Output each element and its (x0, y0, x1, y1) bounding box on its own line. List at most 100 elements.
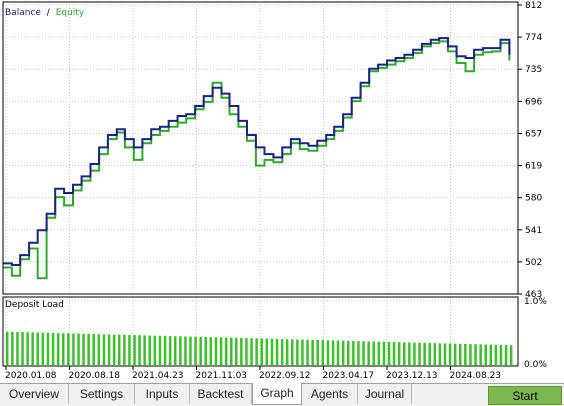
load-bar (153, 335, 157, 365)
load-bar (16, 332, 19, 365)
load-bar (265, 338, 269, 365)
load-bar (352, 341, 355, 365)
load-bar (118, 334, 121, 365)
load-bar (250, 338, 253, 365)
x-tick-label: 2021.11.03 (196, 371, 248, 381)
x-tick-label: 2023.04.17 (323, 371, 375, 381)
load-bar (423, 342, 426, 365)
tab-agents[interactable]: Agents (302, 384, 358, 404)
y-tick-label: 619 (525, 162, 542, 172)
load-bar (194, 336, 197, 365)
load-bar (204, 337, 207, 365)
load-bar (97, 334, 101, 365)
tab-overview[interactable]: Overview (0, 384, 69, 404)
tab-inputs[interactable]: Inputs (135, 384, 190, 404)
load-bar (311, 339, 314, 365)
load-bar (138, 335, 141, 365)
load-bar (158, 335, 162, 365)
start-button[interactable]: Start (488, 386, 562, 405)
load-bar (326, 340, 330, 365)
load-bar (408, 342, 411, 365)
load-bar (336, 340, 340, 365)
load-bar (245, 338, 248, 365)
load-bar (489, 344, 493, 365)
load-bar (128, 335, 131, 365)
load-bar (459, 343, 462, 365)
load-bar (291, 339, 294, 365)
y-tick-label: 774 (525, 33, 542, 43)
y-tick-label: 580 (525, 194, 542, 204)
load-bar (347, 340, 350, 365)
load-bar (433, 343, 437, 365)
load-bar (443, 343, 447, 365)
load-bar (179, 336, 182, 365)
load-bar (62, 333, 65, 365)
balance-line (3, 37, 511, 266)
y-tick-label: 463 (525, 290, 542, 300)
load-bar (82, 333, 85, 365)
chart-legend: Balance / Equity (5, 8, 85, 18)
main-panel-frame (2, 1, 519, 295)
load-bar (357, 341, 360, 365)
load-bar (484, 344, 487, 365)
load-bar (133, 335, 136, 365)
load-bar (46, 332, 50, 365)
load-bar (296, 339, 299, 365)
load-bar (224, 337, 228, 365)
load-bar (494, 344, 498, 365)
load-bar (316, 340, 319, 365)
y-tick-label: 812 (525, 1, 542, 11)
load-bar (56, 333, 60, 365)
load-bar (102, 334, 106, 365)
load-bar (321, 340, 325, 365)
load-bar (26, 332, 29, 365)
load-bar (260, 338, 263, 365)
balance-equity-panel: 812 774 735 696 657 619 580 541 502 463 (2, 1, 542, 300)
x-tick-label: 2023.12.13 (386, 371, 438, 381)
load-bar (143, 335, 146, 365)
load-bar (464, 343, 467, 365)
load-bar (285, 339, 289, 365)
load-bar (51, 332, 55, 365)
load-bar (219, 337, 223, 365)
tab-journal[interactable]: Journal (358, 384, 412, 404)
load-bar (499, 344, 503, 365)
load-bar (479, 344, 482, 365)
load-bar (123, 334, 126, 365)
load-bar (331, 340, 335, 365)
x-tick-label: 2020.08.18 (69, 371, 121, 381)
load-bar (199, 336, 202, 365)
load-bar (6, 331, 9, 365)
load-bar (112, 334, 116, 365)
load-bar (92, 334, 95, 365)
load-bar (428, 343, 431, 365)
tab-settings[interactable]: Settings (69, 384, 135, 404)
load-bar (67, 333, 70, 365)
legend-equity: Equity (56, 8, 85, 18)
x-tick-label: 2021.04.23 (132, 371, 184, 381)
load-bar (301, 339, 304, 365)
x-tick-label: 2020.01.08 (5, 371, 57, 381)
deposit-load-label: Deposit Load (5, 300, 64, 310)
tab-backtest[interactable]: Backtest (190, 384, 252, 404)
load-bar (31, 332, 34, 365)
load-bar (438, 343, 442, 365)
load-bar (509, 345, 513, 365)
load-bar (382, 341, 386, 365)
load-bar (235, 337, 238, 365)
load-bar (413, 342, 416, 365)
load-bar (21, 332, 24, 365)
load-bar (469, 344, 472, 365)
tab-graph[interactable]: Graph (252, 383, 302, 405)
load-bar (11, 331, 14, 365)
x-tick-label: 2024.08.23 (450, 371, 502, 381)
load-bar (87, 333, 90, 365)
load-bar (453, 343, 457, 365)
y-tick-label: 696 (525, 97, 542, 107)
load-bar (474, 344, 477, 365)
load-bar (240, 338, 243, 365)
load-bar (72, 333, 75, 365)
legend-balance: Balance (5, 8, 41, 18)
load-bar (209, 337, 213, 365)
load-bar (280, 339, 284, 365)
